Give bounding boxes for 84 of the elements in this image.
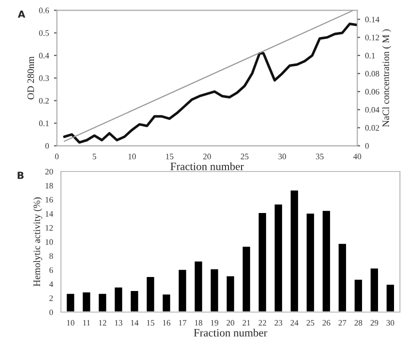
- x-tick-label: 35: [316, 154, 324, 160]
- x-tick-label: 30: [386, 320, 394, 326]
- bar: [113, 286, 124, 312]
- y-tick-label: 8: [49, 253, 53, 259]
- x-tick-label: 13: [115, 320, 122, 326]
- y-tick-label: 0.1: [39, 120, 49, 126]
- x-tick-label: 29: [370, 320, 378, 326]
- y-tick-label: 0: [49, 309, 53, 316]
- bar: [369, 267, 380, 312]
- y2-tick-label: 0.04: [365, 106, 380, 113]
- bar: [177, 268, 188, 312]
- x-tick-label: 26: [322, 320, 330, 326]
- y-tick-label: 12: [46, 225, 53, 231]
- x-tick-label: 15: [147, 320, 154, 326]
- y2-tick-label: 0: [365, 143, 369, 149]
- bar: [353, 278, 364, 312]
- x-tick-label: 28: [354, 320, 362, 326]
- bar: [225, 274, 236, 312]
- y2-tick-label: 0.08: [365, 70, 380, 77]
- x-tick-label: 10: [67, 320, 74, 326]
- x-tick-label: 24: [290, 320, 298, 326]
- bar: [145, 276, 156, 312]
- bar: [193, 260, 204, 312]
- bar: [129, 290, 140, 312]
- bar: [241, 245, 252, 312]
- x-tick-label: 15: [166, 154, 174, 160]
- x-tick-label: 16: [163, 320, 170, 326]
- x-tick-label: 10: [128, 154, 136, 160]
- y-tick-label: 0: [45, 143, 49, 149]
- x-tick-label: 18: [194, 320, 202, 326]
- y2-tick-label: 0.12: [365, 34, 380, 40]
- y-tick-label: 2: [49, 295, 53, 301]
- bar: [305, 212, 316, 312]
- y-axis-title: OD 280nm: [27, 56, 34, 100]
- y-tick-label: 6: [49, 267, 54, 273]
- x-tick-label: 0: [55, 154, 59, 160]
- y2-tick-label: 0.14: [365, 16, 380, 22]
- bar: [65, 292, 76, 312]
- y-tick-label: 0.5: [39, 30, 49, 36]
- y-tick-label: 14: [46, 211, 54, 217]
- y2-tick-label: 0.1: [365, 52, 375, 58]
- bar: [321, 209, 332, 312]
- y-tick-label: 0.3: [39, 75, 49, 82]
- x-tick-label: 20: [203, 154, 211, 160]
- bar: [273, 203, 284, 312]
- bar: [81, 291, 92, 312]
- x-tick-label: 21: [242, 320, 250, 326]
- x-tick-label: 25: [240, 154, 248, 160]
- x-tick-label: 22: [258, 320, 266, 326]
- x-tick-label: 30: [278, 154, 286, 160]
- y-tick-label: 10: [46, 239, 53, 245]
- y-tick-label: 0.4: [39, 52, 50, 58]
- y2-tick-label: 0.06: [365, 88, 380, 95]
- bar: [97, 292, 108, 312]
- x-tick-label: 27: [338, 320, 346, 326]
- text: B: [18, 172, 24, 179]
- y-tick-label: 18: [46, 182, 53, 189]
- x-tick-label: 40: [353, 154, 362, 160]
- x-axis-title: Fraction number: [170, 162, 244, 170]
- x-tick-label: 11: [83, 320, 90, 326]
- bar: [337, 242, 348, 312]
- x-axis-title: Fraction number: [194, 328, 268, 337]
- x-tick-label: 12: [99, 320, 106, 326]
- x-tick-label: 20: [226, 320, 234, 326]
- x-tick-label: 5: [92, 154, 96, 160]
- y-tick-label: 16: [46, 197, 54, 203]
- y2-tick-label: 0.02: [365, 125, 380, 131]
- x-tick-label: 17: [179, 320, 186, 326]
- x-tick-label: 19: [210, 320, 218, 326]
- bar: [289, 189, 300, 312]
- y-axis-title: Hemolytic activity (%): [33, 197, 42, 286]
- bar: [257, 212, 268, 312]
- y-tick-label: 4: [49, 281, 54, 287]
- y-tick-label: 0.2: [39, 98, 49, 104]
- y-tick-label: 0.6: [39, 8, 49, 14]
- bar: [209, 268, 220, 312]
- text: A: [18, 10, 26, 18]
- x-tick-label: 25: [306, 320, 314, 326]
- y-tick-label: 20: [45, 168, 53, 174]
- x-tick-label: 14: [131, 320, 138, 326]
- x-tick-label: 23: [274, 320, 282, 326]
- bar: [385, 283, 396, 312]
- y2-axis-title: NaCl concentration ( M ): [382, 29, 392, 127]
- bar: [161, 293, 172, 312]
